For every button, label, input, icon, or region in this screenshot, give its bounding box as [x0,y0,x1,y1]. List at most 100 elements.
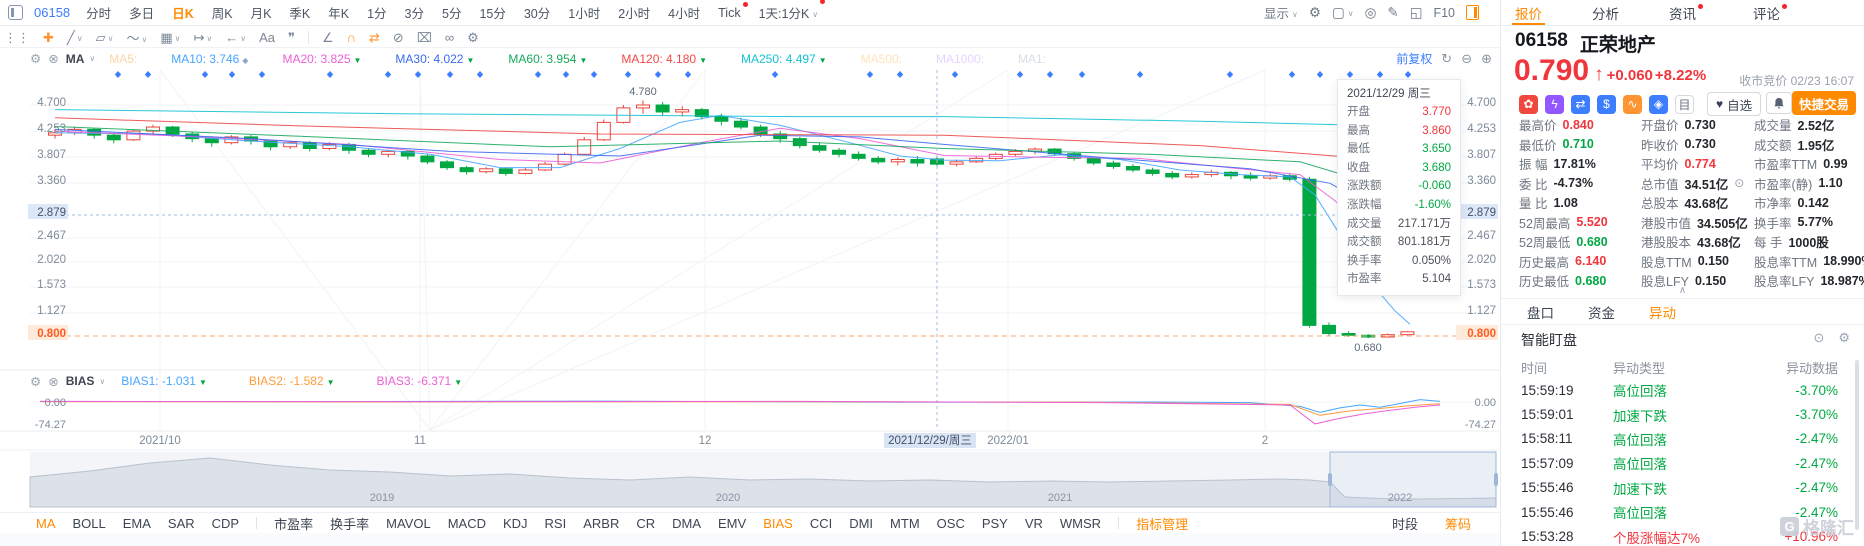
period-tab-分时[interactable]: 分时 [86,7,112,21]
ma-item-MA20[interactable]: MA20: 3.825 ▼ [282,52,361,66]
wave-tool-icon[interactable]: 〜 ∨ [126,31,148,46]
indicator-tab-BIAS[interactable]: BIAS [763,515,793,531]
pattern-tool-icon[interactable]: ▦ ∨ [160,29,181,45]
period-tab-2小时[interactable]: 2小时 [618,7,651,21]
period-tab-4小时[interactable]: 4小时 [668,7,701,21]
ma-item-MA30[interactable]: MA30: 4.022 ▼ [395,52,474,66]
collapse-grid-button[interactable]: ∧ [1678,285,1687,296]
indicator-tab-市盈率[interactable]: 市盈率 [274,516,314,532]
indicator-tab-OSC[interactable]: OSC [936,515,965,531]
ma-item-MA500[interactable]: MA500: [861,52,902,66]
period-tab-日K[interactable]: 日K [172,7,194,21]
period-tab-30分[interactable]: 30分 [523,7,551,21]
indicator-tab-MA[interactable]: MA [36,515,56,531]
zoom-out-icon[interactable]: ⊖ [1461,50,1473,66]
indicator-tab-换手率[interactable]: 换手率 [330,516,370,532]
shape-tool-icon[interactable]: ▱ ∨ [95,29,114,45]
indicator-tab-DMI[interactable]: DMI [849,515,874,531]
ma-close-icon[interactable]: ⊗ [48,52,59,66]
sub-tab-异动[interactable]: 异动 [1649,306,1676,321]
period-tab-季K[interactable]: 季K [289,7,311,21]
sub-tab-资金[interactable]: 资金 [1588,306,1615,321]
display-options-button[interactable]: 显示 ∨ [1264,7,1298,21]
indicator-tab-RSI[interactable]: RSI [544,515,567,531]
bias-indicator-name[interactable]: BIAS [65,374,95,388]
angle-tool-icon[interactable]: ∠ [322,29,334,45]
ma-item-MA1[interactable]: MA1: [1018,52,1046,66]
alert-row[interactable]: 15:55:46 加速下跌 -2.47% [1521,476,1838,500]
period-tab-多日[interactable]: 多日 [129,7,155,21]
bias-close-icon[interactable]: ⊗ [48,374,59,389]
indicator-tab-指标管理[interactable]: 指标管理 [1136,516,1189,532]
bias-settings-icon[interactable]: ⚙ [30,374,42,389]
indicator-tab-CDP[interactable]: CDP [211,515,240,531]
indicator-tab-BOLL[interactable]: BOLL [72,515,106,531]
more-options-icon[interactable]: ⊙ [1813,330,1825,345]
delete-drawings-icon[interactable]: ⌧ [416,29,432,45]
indicator-tab-WMSR[interactable]: WMSR [1059,515,1102,531]
text-tool-icon[interactable]: Aa [259,30,276,45]
alert-row[interactable]: 15:59:19 高位回落 -3.70% [1521,378,1838,402]
announcement-badge[interactable]: 目 [1675,94,1694,114]
tag-badge[interactable]: ◈ [1649,94,1668,114]
add-watchlist-button[interactable]: ♥ 自选 [1707,92,1762,116]
quick-trade-button[interactable]: 快捷交易 [1791,91,1856,115]
indicator-tab-ARBR[interactable]: ARBR [583,515,620,531]
indicator-tab-MACD[interactable]: MACD [447,515,486,531]
bias-item-BIAS3[interactable]: BIAS3: -6.371 ▼ [377,374,463,388]
alert-row[interactable]: 15:58:11 高位回落 -2.47% [1521,427,1838,451]
layout-select-icon[interactable]: ▢ ∨ [1331,4,1354,20]
indicator-tab-MTM[interactable]: MTM [890,515,920,531]
arrow-tool-icon[interactable]: ← ∨ [225,30,247,45]
period-tab-Tick[interactable]: Tick [718,1,748,20]
scrollbar[interactable] [1855,360,1859,530]
ma-settings-icon[interactable]: ⚙ [30,52,42,66]
tab-报价[interactable]: 报价 [1512,0,1545,25]
exchange-badge[interactable]: ⇄ [1571,94,1590,114]
panel-toggle-icon[interactable] [1466,5,1480,20]
trend-line-tool-icon[interactable]: ╱ ∨ [66,29,83,45]
level2-quote-badge[interactable]: ϟ [1545,94,1564,114]
measure-tool-icon[interactable]: ↦ ∨ [193,29,213,45]
indicator-tab-MAVOL[interactable]: MAVOL [386,515,431,531]
alert-row[interactable]: 15:59:01 加速下跌 -3.70% [1521,402,1838,426]
period-tab-周K[interactable]: 周K [211,7,233,21]
indicator-tab-PSY[interactable]: PSY [981,515,1008,531]
sub-tab-盘口[interactable]: 盘口 [1527,306,1554,321]
short-sell-badge[interactable]: $ [1597,94,1616,114]
ma-item-MA10[interactable]: MA10: 3.746 ◆ [171,52,248,66]
ma-item-MA120[interactable]: MA120: 4.180 ▼ [621,52,707,66]
bias-item-BIAS2[interactable]: BIAS2: -1.582 ▼ [249,374,335,388]
zoom-in-icon[interactable]: ⊕ [1481,50,1492,66]
indicator-tab-EMA[interactable]: EMA [122,515,151,531]
indicator-tab-VR[interactable]: VR [1024,515,1043,531]
f10-button[interactable]: F10 [1433,5,1456,20]
drag-handle-icon[interactable]: ⋮⋮ [4,29,30,45]
crosshair-move-icon[interactable]: ✚ [43,29,54,45]
more-info-icon[interactable]: ⊙ [1734,176,1745,191]
drawing-settings-icon[interactable]: ⚙ [467,29,479,45]
adjust-mode-button[interactable]: 前复权 [1396,52,1433,66]
alerts-settings-icon[interactable]: ⚙ [1838,330,1850,345]
tab-评论[interactable]: 评论 [1753,0,1787,25]
bias-item-BIAS1[interactable]: BIAS1: -1.031 ▼ [121,374,207,388]
volatility-badge[interactable]: ∿ [1623,94,1642,114]
period-tab-5分[interactable]: 5分 [442,7,462,21]
magnet-tool-icon[interactable]: ∩ [346,30,357,45]
tab-资讯[interactable]: 资讯 [1669,0,1703,25]
period-tab-1分[interactable]: 1分 [367,7,387,21]
continuous-draw-icon[interactable]: ⇄ [369,29,380,45]
indicator-tab-筹码[interactable]: 筹码 [1444,516,1471,532]
comment-tool-icon[interactable]: ❞ [288,29,296,45]
period-tab-1天:1分K[interactable]: 1天:1分K ∨ [759,0,826,22]
indicator-tab-CCI[interactable]: CCI [809,515,833,531]
indicator-tab-SAR[interactable]: SAR [167,515,195,531]
screenshot-icon[interactable]: ◎ [1364,4,1377,20]
tab-分析[interactable]: 分析 [1592,6,1619,22]
price-alert-button[interactable] [1766,92,1792,114]
hide-drawings-icon[interactable]: ⊘ [392,29,404,45]
indicator-tab-KDJ[interactable]: KDJ [502,515,528,531]
alert-row[interactable]: 15:53:28 个股涨幅达7% +10.96% [1521,524,1838,546]
period-tab-年K[interactable]: 年K [328,7,350,21]
sync-drawings-icon[interactable]: ∞ [444,30,455,45]
